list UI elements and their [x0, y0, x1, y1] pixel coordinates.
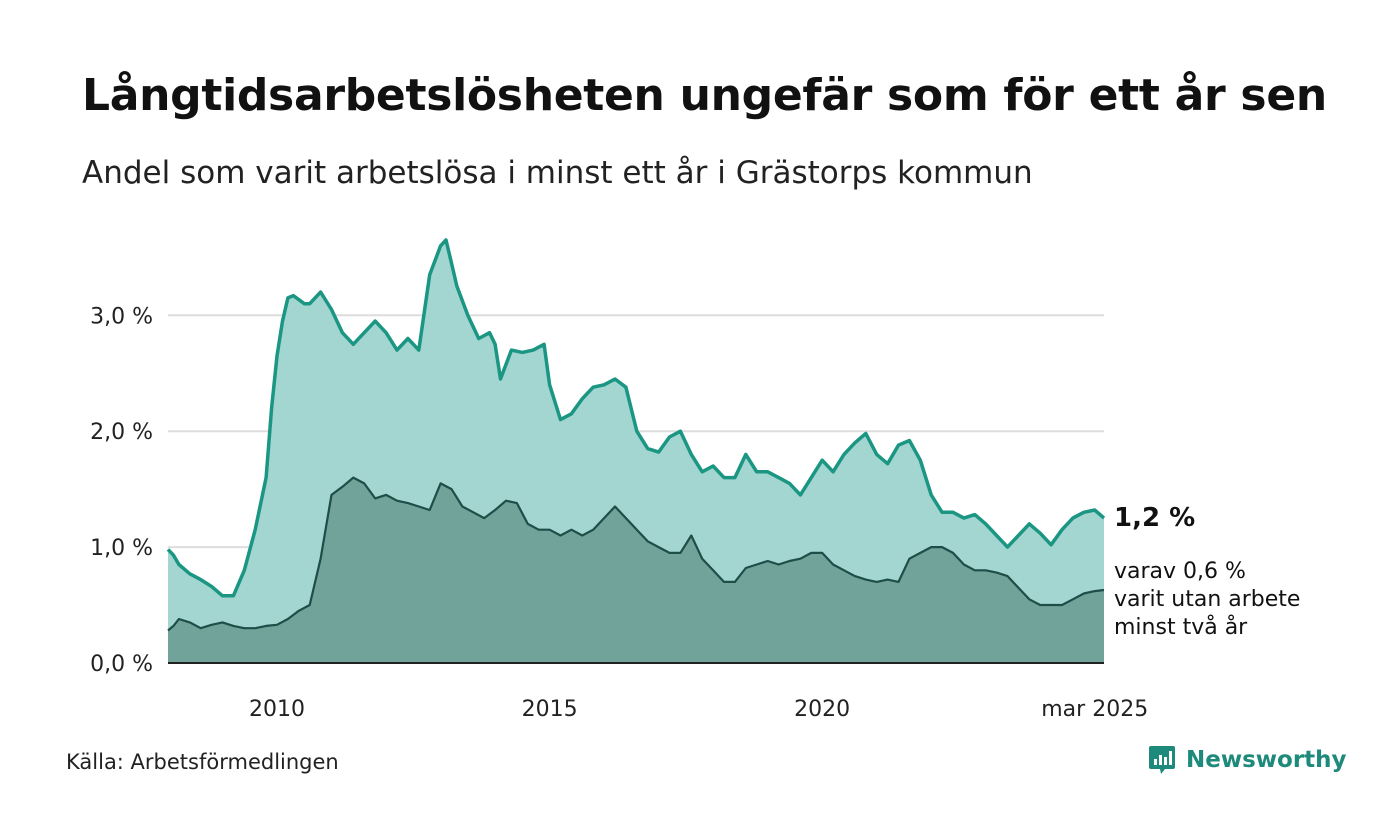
y-tick-label-1: 1,0 % — [90, 536, 153, 561]
y-tick-label-2: 2,0 % — [90, 420, 153, 445]
annotation-line-3: minst två år — [1114, 615, 1248, 640]
y-tick-label-0: 0,0 % — [90, 652, 153, 677]
newsworthy-logo-icon — [1149, 746, 1175, 774]
annotation-line-1: varav 0,6 % — [1114, 559, 1246, 584]
series-0-line — [166, 238, 1106, 598]
x-tick-label-0: 2010 — [249, 697, 305, 722]
sub-series-annotation: varav 0,6 % varit utan arbete minst två … — [1114, 558, 1300, 642]
source-label: Källa: Arbetsförmedlingen — [66, 750, 339, 774]
annotation-line-2: varit utan arbete — [1114, 587, 1301, 612]
x-tick-label-2: 2020 — [794, 697, 850, 722]
y-tick-label-3: 3,0 % — [90, 304, 153, 329]
y-tick-labels: 0,0 % 1,0 % 2,0 % 3,0 % — [90, 304, 153, 677]
x-tick-labels: 2010 2015 2020 mar 2025 — [249, 697, 1148, 722]
x-tick-label-3: mar 2025 — [1041, 697, 1148, 722]
brand-logo[interactable]: Newsworthy — [1148, 745, 1347, 775]
brand-name: Newsworthy — [1186, 747, 1347, 773]
x-tick-label-1: 2015 — [522, 697, 578, 722]
series-1-line — [167, 476, 1105, 632]
chart-subtitle: Andel som varit arbetslösa i minst ett å… — [82, 155, 1033, 191]
chart-title: Långtidsarbetslösheten ungefär som för e… — [82, 70, 1327, 121]
series-1-area — [168, 477, 1104, 663]
latest-value-label: 1,2 % — [1114, 503, 1196, 533]
series-lines — [166, 238, 1106, 632]
